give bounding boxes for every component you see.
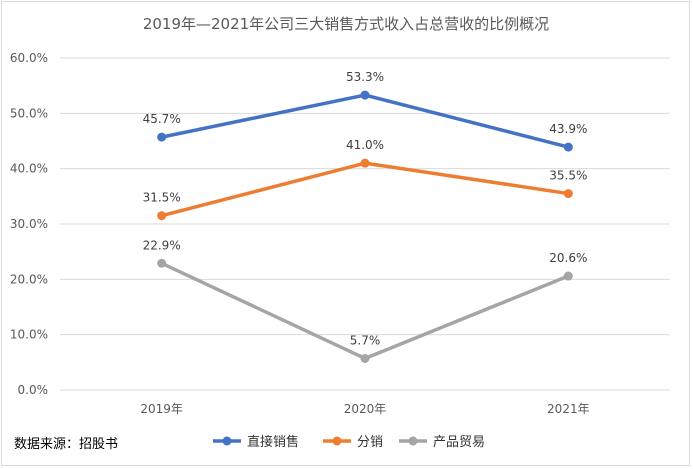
legend-item-分销[interactable]: 分销: [323, 435, 383, 450]
legend-item-直接销售[interactable]: 直接销售: [213, 434, 299, 450]
data-label: 53.3%: [346, 70, 384, 84]
y-tick-label: 20.0%: [10, 272, 48, 286]
data-label: 35.5%: [549, 169, 587, 183]
y-tick-label: 30.0%: [10, 217, 48, 231]
series-分销: 31.5% 41.0% 35.5%: [143, 138, 587, 221]
data-point[interactable]: [157, 132, 167, 142]
y-tick-label: 60.0%: [10, 51, 48, 65]
data-label: 41.0%: [346, 138, 384, 152]
data-label: 43.9%: [549, 122, 587, 136]
y-tick-label: 40.0%: [10, 162, 48, 176]
data-point[interactable]: [563, 271, 573, 281]
x-tick-label: 2019年: [140, 402, 183, 416]
chart-title: 2019年—2021年公司三大销售方式收入占总营收的比例概况: [143, 15, 549, 33]
data-label: 31.5%: [143, 191, 181, 205]
legend[interactable]: 直接销售 分销 产品贸易: [213, 434, 485, 450]
data-point[interactable]: [563, 189, 573, 199]
y-tick-label: 0.0%: [18, 383, 49, 397]
x-axis-ticks: 2019年 2020年 2021年: [140, 402, 589, 416]
data-point[interactable]: [360, 90, 370, 100]
legend-label: 直接销售: [247, 434, 299, 450]
series-layer: 45.7%53.3%43.9%31.5%41.0%35.5%22.9%5.7%2…: [143, 70, 587, 363]
data-point[interactable]: [157, 211, 167, 221]
x-tick-label: 2021年: [547, 402, 590, 416]
data-point[interactable]: [157, 258, 167, 268]
legend-item-产品贸易[interactable]: 产品贸易: [399, 435, 485, 450]
data-label: 5.7%: [350, 333, 381, 347]
y-axis-ticks: 0.0% 10.0% 20.0% 30.0% 40.0% 50.0% 60.0%: [10, 51, 48, 397]
data-label: 20.6%: [549, 251, 587, 265]
data-point[interactable]: [563, 142, 573, 152]
source-note: 数据来源：招股书: [14, 437, 118, 452]
legend-label: 产品贸易: [433, 435, 485, 450]
data-label: 45.7%: [143, 112, 181, 126]
series-产品贸易: 22.9% 5.7% 20.6%: [143, 238, 587, 363]
legend-label: 分销: [357, 435, 383, 450]
legend-swatch-marker: [222, 436, 232, 446]
x-tick-label: 2020年: [344, 402, 387, 416]
series-直接销售: 45.7% 53.3% 43.9%: [143, 70, 587, 152]
data-point[interactable]: [360, 158, 370, 168]
legend-swatch-marker: [332, 436, 342, 446]
data-label: 22.9%: [143, 238, 181, 252]
y-tick-label: 50.0%: [10, 106, 48, 120]
series-line: [159, 161, 571, 218]
y-tick-label: 10.0%: [10, 328, 48, 342]
legend-swatch-marker: [408, 436, 418, 446]
data-point[interactable]: [360, 353, 370, 363]
